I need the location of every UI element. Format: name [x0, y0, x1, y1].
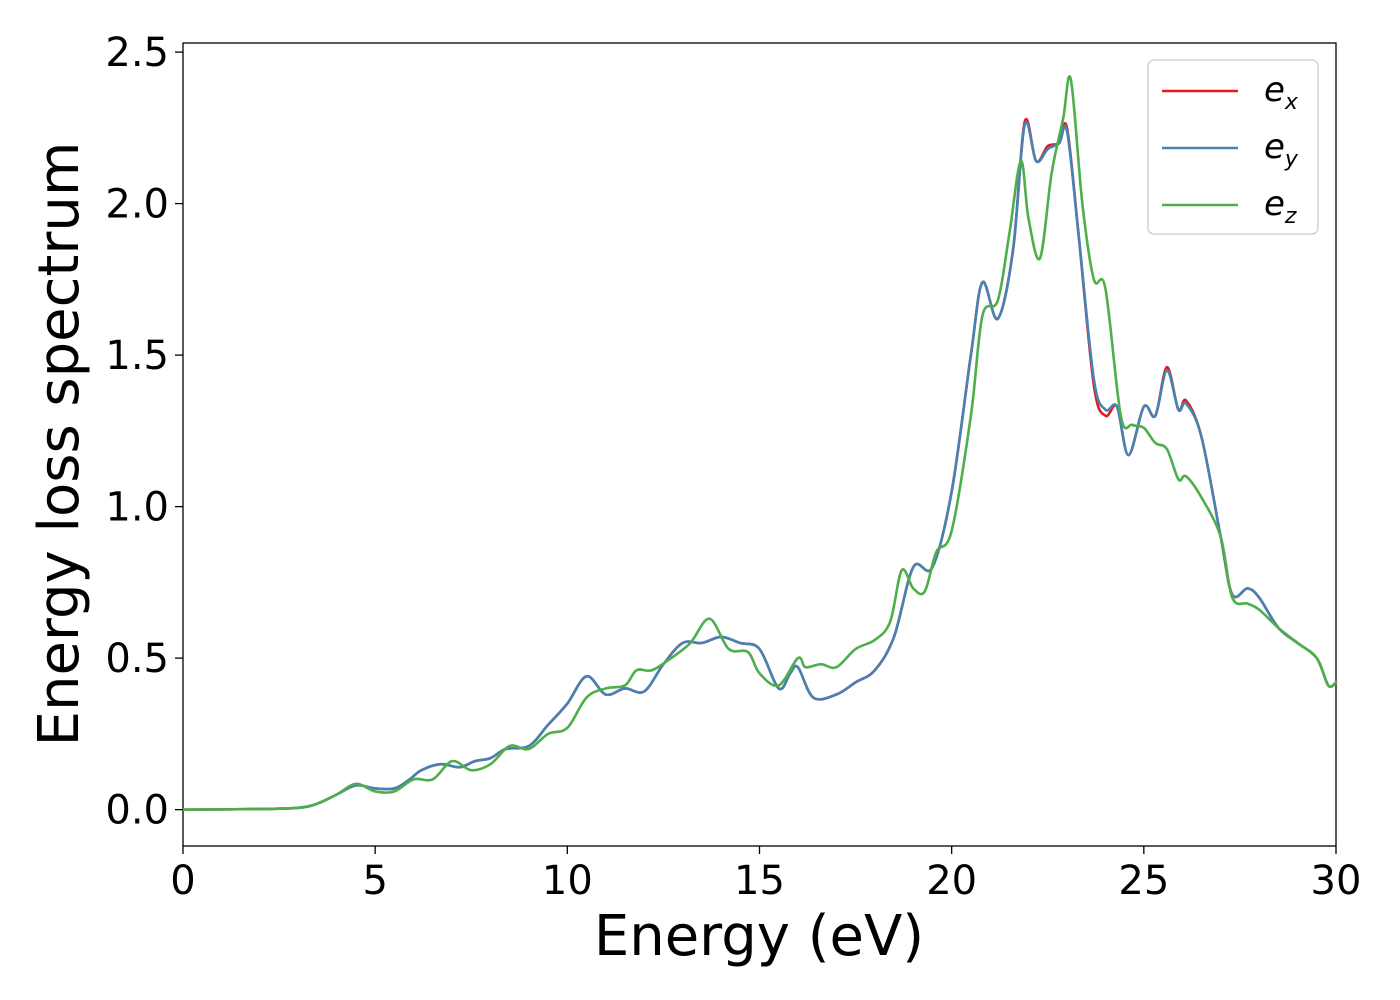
legend-label-z: ez — [1264, 184, 1297, 229]
plot-area — [181, 42, 1338, 847]
legend: ex ey ez — [1147, 59, 1319, 235]
y-tick-label: 0.5 — [105, 636, 169, 682]
y-tick-label: 1.5 — [105, 333, 169, 379]
legend-label-x: ex — [1264, 70, 1299, 115]
y-axis-label: Energy loss spectrum — [27, 142, 92, 747]
series-line-y — [181, 120, 1338, 811]
y-tick-label: 2.5 — [105, 30, 169, 76]
y-tick-label: 0.0 — [105, 788, 169, 834]
x-tick-label: 0 — [170, 858, 195, 904]
x-tick-label: 25 — [1118, 858, 1169, 904]
x-tick-label: 5 — [362, 858, 387, 904]
x-tick-label: 30 — [1311, 858, 1362, 904]
y-tick-label: 2.0 — [105, 182, 169, 228]
legend-label-y: ey — [1264, 127, 1299, 172]
series-line-z — [181, 75, 1338, 811]
x-axis: 0 5 10 15 20 25 30 — [170, 846, 1361, 904]
x-tick-label: 15 — [734, 858, 785, 904]
x-axis-label: Energy (eV) — [594, 904, 924, 969]
series-layer — [181, 75, 1338, 811]
legend-items: ex ey ez — [1162, 70, 1299, 229]
plot-frame — [182, 42, 1337, 847]
x-tick-label: 10 — [542, 858, 593, 904]
y-tick-label: 1.0 — [105, 485, 169, 531]
y-axis: 0.0 0.5 1.0 1.5 2.0 2.5 — [105, 30, 183, 834]
x-tick-label: 20 — [926, 858, 977, 904]
